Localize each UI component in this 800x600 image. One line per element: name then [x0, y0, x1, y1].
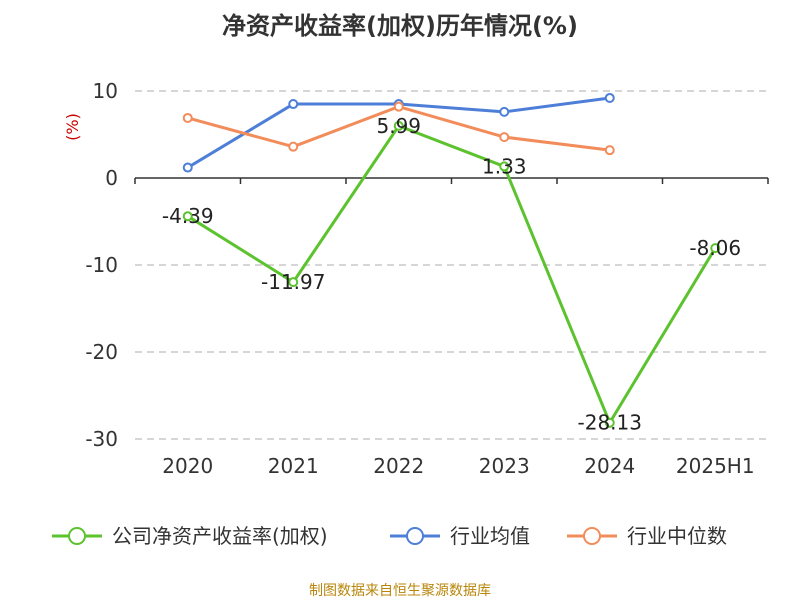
data-point — [288, 99, 299, 110]
legend-label: 公司净资产收益率(加权) — [112, 524, 328, 548]
legend-swatch-marker — [68, 527, 86, 545]
data-point — [288, 141, 299, 152]
data-point — [393, 101, 404, 112]
series-line — [186, 124, 717, 425]
data-point — [182, 162, 193, 173]
x-tick-label: 2025H1 — [676, 454, 755, 478]
y-tick-label: -30 — [85, 427, 118, 451]
data-label: -8.06 — [689, 236, 741, 260]
y-tick-label: 0 — [105, 166, 118, 190]
y-tick-label: 10 — [93, 79, 118, 103]
legend-label: 行业均值 — [450, 524, 530, 548]
y-axis-label: (%) — [63, 113, 82, 141]
data-point — [604, 417, 615, 428]
data-label: 1.33 — [482, 154, 527, 178]
y-tick-label: -20 — [85, 340, 118, 364]
x-tick-label: 2020 — [162, 454, 213, 478]
x-tick-label: 2023 — [479, 454, 530, 478]
legend-label: 行业中位数 — [627, 524, 727, 548]
data-label: -4.39 — [162, 204, 214, 228]
data-point — [393, 120, 404, 131]
legend-swatch-marker — [583, 527, 601, 545]
data-point — [604, 92, 615, 103]
data-point — [182, 211, 193, 222]
data-point — [710, 243, 721, 254]
data-label: -28.13 — [578, 411, 642, 435]
legend-swatch-marker — [406, 527, 424, 545]
x-tick-label: 2021 — [268, 454, 319, 478]
data-point — [288, 277, 299, 288]
chart-title: 净资产收益率(加权)历年情况(%) — [222, 12, 578, 40]
data-label: 5.99 — [376, 114, 421, 138]
x-tick-label: 2024 — [584, 454, 635, 478]
data-label: -11.97 — [261, 270, 325, 294]
data-point — [499, 161, 510, 172]
source-note: 制图数据来自恒生聚源数据库 — [309, 583, 491, 599]
x-tick-label: 2022 — [373, 454, 424, 478]
data-point — [604, 145, 615, 156]
data-point — [182, 112, 193, 123]
y-tick-label: -10 — [85, 253, 118, 277]
data-point — [499, 132, 510, 143]
data-point — [499, 106, 510, 117]
